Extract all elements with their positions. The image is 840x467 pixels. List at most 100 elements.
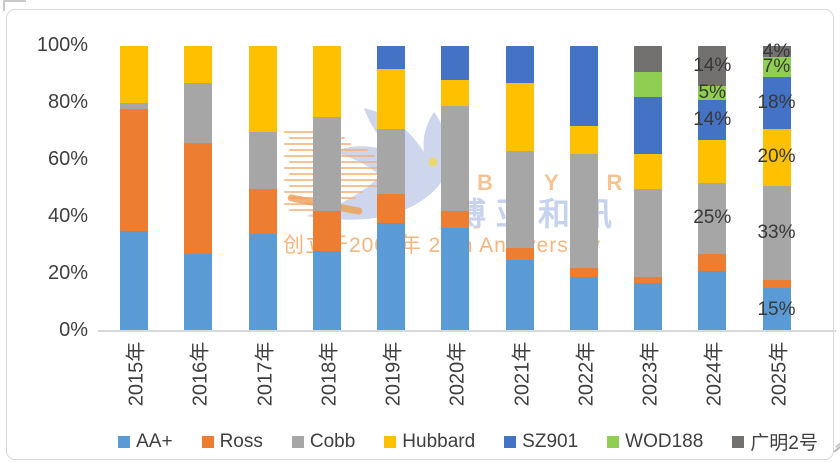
segment-Cobb-2023年[interactable] bbox=[634, 188, 662, 277]
segment-Hubbard-2024年[interactable] bbox=[698, 140, 727, 183]
segment-Hubbard-2020年[interactable] bbox=[441, 80, 470, 106]
segment-Hubbard-2016年[interactable] bbox=[184, 46, 213, 84]
watermark-line bbox=[284, 167, 399, 169]
segment-Cobb-2019年[interactable] bbox=[377, 128, 405, 195]
segment-Hubbard-2015年[interactable] bbox=[120, 46, 148, 104]
segment-AA+-2024年[interactable] bbox=[698, 271, 727, 331]
legend-label-SZ901: SZ901 bbox=[522, 430, 579, 452]
segment-Cobb-2018年[interactable] bbox=[312, 117, 341, 212]
y-axis-tick-20%: 20% bbox=[47, 262, 88, 284]
segment-Ross-2019年[interactable] bbox=[377, 194, 405, 223]
data-label-2025年-广明2号: 4% bbox=[762, 40, 791, 62]
watermark-line bbox=[289, 209, 333, 211]
segment-Ross-2022年[interactable] bbox=[569, 268, 598, 277]
segment-WOD188-2023年[interactable] bbox=[634, 71, 662, 98]
legend-label-Hubbard: Hubbard bbox=[402, 430, 476, 452]
segment-Hubbard-2025年[interactable] bbox=[762, 128, 791, 186]
grid-corner-mark bbox=[3, 0, 26, 2]
segment-Hubbard-2018年[interactable] bbox=[312, 46, 341, 118]
legend-swatch-icon bbox=[384, 435, 397, 448]
segment-SZ901-2024年[interactable] bbox=[698, 100, 727, 141]
legend-item-SZ901[interactable]: SZ901 bbox=[504, 431, 578, 453]
segment-Ross-2017年[interactable] bbox=[248, 188, 277, 235]
segment-Cobb-2017年[interactable] bbox=[248, 131, 277, 189]
segment-广明2号-2023年[interactable] bbox=[634, 46, 662, 72]
bar-2017年 bbox=[248, 46, 277, 331]
segment-Ross-2015年[interactable] bbox=[120, 108, 148, 232]
segment-AA+-2021年[interactable] bbox=[505, 259, 534, 331]
segment-Cobb-2025年[interactable] bbox=[762, 185, 791, 280]
dove-eye bbox=[428, 157, 438, 167]
legend-item-Cobb[interactable]: Cobb bbox=[291, 431, 355, 453]
segment-SZ901-2022年[interactable] bbox=[569, 46, 598, 126]
legend-swatch-icon bbox=[504, 435, 517, 448]
segment-Ross-2016年[interactable] bbox=[184, 142, 213, 255]
segment-AA+-2018年[interactable] bbox=[312, 251, 341, 331]
data-label-2025年-AA+: 15% bbox=[757, 298, 796, 320]
bar-2020年 bbox=[441, 46, 470, 331]
bar-2021年 bbox=[505, 46, 534, 331]
segment-Hubbard-2023年[interactable] bbox=[634, 154, 662, 189]
segment-Cobb-2016年[interactable] bbox=[184, 83, 213, 143]
bar-2024年 bbox=[698, 46, 727, 331]
watermark-line bbox=[289, 173, 404, 175]
segment-AA+-2016年[interactable] bbox=[184, 254, 213, 331]
segment-SZ901-2021年[interactable] bbox=[505, 46, 534, 84]
segment-AA+-2015年[interactable] bbox=[120, 231, 148, 331]
bar-2025年 bbox=[762, 46, 791, 331]
bar-2018年 bbox=[312, 46, 341, 331]
y-axis-tick-40%: 40% bbox=[47, 205, 88, 227]
segment-Hubbard-2017年[interactable] bbox=[248, 46, 277, 132]
segment-WOD188-2025年[interactable] bbox=[762, 57, 791, 78]
segment-广明2号-2024年[interactable] bbox=[698, 46, 727, 86]
segment-AA+-2025年[interactable] bbox=[762, 288, 791, 331]
segment-Ross-2023年[interactable] bbox=[634, 276, 662, 283]
segment-Ross-2018年[interactable] bbox=[312, 211, 341, 252]
legend-swatch-icon bbox=[291, 435, 304, 448]
segment-Ross-2024年[interactable] bbox=[698, 254, 727, 272]
legend-item-广明2号[interactable]: 广明2号 bbox=[732, 428, 818, 455]
chart-frame bbox=[6, 9, 834, 460]
bar-2015年 bbox=[120, 46, 148, 331]
segment-Cobb-2021年[interactable] bbox=[505, 151, 534, 249]
segment-Hubbard-2019年[interactable] bbox=[377, 68, 405, 129]
segment-SZ901-2025年[interactable] bbox=[762, 77, 791, 129]
legend-swatch-icon bbox=[201, 435, 214, 448]
segment-Hubbard-2022年[interactable] bbox=[569, 125, 598, 155]
segment-SZ901-2020年[interactable] bbox=[441, 46, 470, 81]
segment-AA+-2022年[interactable] bbox=[569, 276, 598, 331]
segment-Cobb-2015年[interactable] bbox=[120, 103, 148, 109]
segment-Cobb-2024年[interactable] bbox=[698, 182, 727, 255]
segment-广明2号-2025年[interactable] bbox=[762, 46, 791, 58]
data-label-2024年-WOD188: 5% bbox=[698, 82, 726, 104]
y-axis-tick-80%: 80% bbox=[47, 91, 88, 113]
legend-item-WOD188[interactable]: WOD188 bbox=[607, 431, 703, 453]
y-axis-tick-60%: 60% bbox=[47, 148, 88, 170]
legend-item-Hubbard[interactable]: Hubbard bbox=[384, 431, 475, 453]
data-label-2024年-广明2号: 14% bbox=[693, 54, 732, 76]
segment-Cobb-2020年[interactable] bbox=[441, 105, 470, 212]
legend-item-Ross[interactable]: Ross bbox=[201, 430, 263, 453]
bar-2019年 bbox=[377, 46, 405, 331]
segment-Ross-2020年[interactable] bbox=[441, 211, 470, 229]
legend-item-AA+[interactable]: AA+ bbox=[118, 431, 173, 453]
segment-AA+-2019年[interactable] bbox=[377, 222, 405, 331]
segment-SZ901-2019年[interactable] bbox=[377, 46, 405, 69]
segment-Hubbard-2021年[interactable] bbox=[505, 83, 534, 152]
legend-label-WOD188: WOD188 bbox=[625, 430, 704, 452]
segment-Ross-2021年[interactable] bbox=[505, 248, 534, 260]
segment-AA+-2023年[interactable] bbox=[634, 282, 662, 331]
segment-AA+-2020年[interactable] bbox=[441, 228, 470, 331]
segment-WOD188-2024年[interactable] bbox=[698, 85, 727, 101]
legend-swatch-icon bbox=[732, 435, 745, 448]
legend-label-Ross: Ross bbox=[219, 430, 263, 452]
data-label-2025年-SZ901: 18% bbox=[757, 92, 796, 113]
y-axis-tick-0%: 0% bbox=[59, 319, 88, 341]
data-label-2024年-SZ901: 14% bbox=[693, 109, 732, 131]
segment-Cobb-2022年[interactable] bbox=[569, 154, 598, 269]
segment-Ross-2025年[interactable] bbox=[762, 279, 791, 289]
segment-AA+-2017年[interactable] bbox=[248, 234, 277, 331]
segment-SZ901-2023年[interactable] bbox=[634, 97, 662, 155]
legend: AA+ Ross Cobb Hubbard SZ901 WOD188 广明2号 bbox=[102, 428, 834, 455]
